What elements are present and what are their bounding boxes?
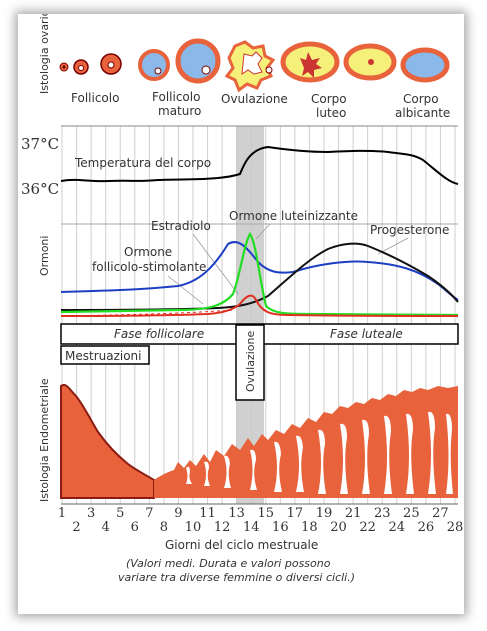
day-label-19: 19 xyxy=(316,506,333,521)
label-progesterone: Progesterone xyxy=(370,223,449,237)
pointer-lh xyxy=(255,223,271,240)
day-label-28: 28 xyxy=(447,520,464,535)
day-label-17: 17 xyxy=(287,506,304,521)
stage-albicans-2: albicante xyxy=(395,106,450,120)
follicle-antral-icon xyxy=(138,49,170,81)
stage-ovulation: Ovulazione xyxy=(221,92,288,106)
corpus-albicans-icon xyxy=(400,47,450,83)
day-label-3: 3 xyxy=(87,506,95,521)
day-label-7: 7 xyxy=(145,506,153,521)
stage-mature-1: Follicolo xyxy=(152,90,200,104)
day-label-13: 13 xyxy=(228,506,245,521)
lh-curve xyxy=(60,232,459,317)
estradiol-curve xyxy=(60,294,459,317)
day-label-2: 2 xyxy=(72,520,80,535)
row-label-endometrium: Istologia Endometriale xyxy=(38,378,51,502)
menstruation-label: Mestruazioni xyxy=(65,349,142,363)
menstrual-cycle-diagram: Istologia ovarica Ormoni Istologia Endom… xyxy=(21,14,463,584)
row-label-hormones: Ormoni xyxy=(38,236,51,276)
day-label-6: 6 xyxy=(131,520,139,535)
endometrium-proliferative xyxy=(154,386,458,498)
temperature-curve xyxy=(60,145,459,185)
day-label-21: 21 xyxy=(345,506,362,521)
day-label-12: 12 xyxy=(214,520,231,535)
label-fsh-1: Ormone xyxy=(124,245,172,259)
label-lh: Ormone luteinizzante xyxy=(229,209,358,223)
day-label-11: 11 xyxy=(199,506,216,521)
axis-title: Giorni del ciclo mestruale xyxy=(165,538,318,552)
day-label-20: 20 xyxy=(330,520,347,535)
day-label-5: 5 xyxy=(116,506,124,521)
stage-mature-2: maturo xyxy=(158,104,201,118)
stage-luteum-2: luteo xyxy=(316,106,346,120)
stage-follicle: Follicolo xyxy=(71,91,119,105)
note-line-2: variare tra diverse femmine o diversi ci… xyxy=(118,571,355,584)
label-fsh-2: follicolo-stimolante xyxy=(92,260,206,274)
row-label-ovarian: Istologia ovarica xyxy=(38,14,51,94)
figure-frame: Istologia ovarica Ormoni Istologia Endom… xyxy=(18,14,464,614)
endometrial-glands xyxy=(186,411,453,494)
day-labels: 1234567891011121314151617181920212223242… xyxy=(58,506,463,535)
phase-luteal: Fase luteale xyxy=(330,327,403,341)
menstruation-box xyxy=(60,345,150,365)
ovulation-box-label: Ovulazione xyxy=(244,331,257,392)
stage-albicans-1: Corpo xyxy=(403,92,439,106)
ovulation-box xyxy=(235,324,265,401)
stage-luteum-1: Corpo xyxy=(311,92,347,106)
day-label-1: 1 xyxy=(58,506,66,521)
endometrium-tissue xyxy=(60,384,458,499)
day-label-8: 8 xyxy=(160,520,168,535)
day-label-10: 10 xyxy=(185,520,202,535)
label-estradiol: Estradiolo xyxy=(151,219,211,233)
temp-label: Temperatura del corpo xyxy=(74,156,211,170)
day-label-25: 25 xyxy=(403,506,420,521)
endometrium-shedding xyxy=(60,384,155,499)
pointer-fsh xyxy=(167,275,204,305)
pointer-estradiol xyxy=(192,233,239,295)
follicle-icons xyxy=(59,38,450,93)
day-label-18: 18 xyxy=(301,520,318,535)
note-line-1: (Valori medi. Durata e valori possono xyxy=(126,557,331,570)
fsh-curve xyxy=(60,241,459,301)
phase-follicular: Fase follicolare xyxy=(114,327,204,341)
follicle-mature-icon xyxy=(175,38,221,84)
day-label-24: 24 xyxy=(389,520,406,535)
temp-tick-37: 37°C xyxy=(21,135,59,153)
temp-tick-36: 36°C xyxy=(21,180,59,198)
estradiol-dash xyxy=(60,309,234,317)
day-label-15: 15 xyxy=(258,506,275,521)
day-label-4: 4 xyxy=(102,520,110,535)
day-label-23: 23 xyxy=(374,506,391,521)
day-label-26: 26 xyxy=(418,520,435,535)
day-label-14: 14 xyxy=(243,520,260,535)
day-label-16: 16 xyxy=(272,520,289,535)
day-label-22: 22 xyxy=(359,520,376,535)
day-label-9: 9 xyxy=(174,506,182,521)
day-label-27: 27 xyxy=(432,506,449,521)
